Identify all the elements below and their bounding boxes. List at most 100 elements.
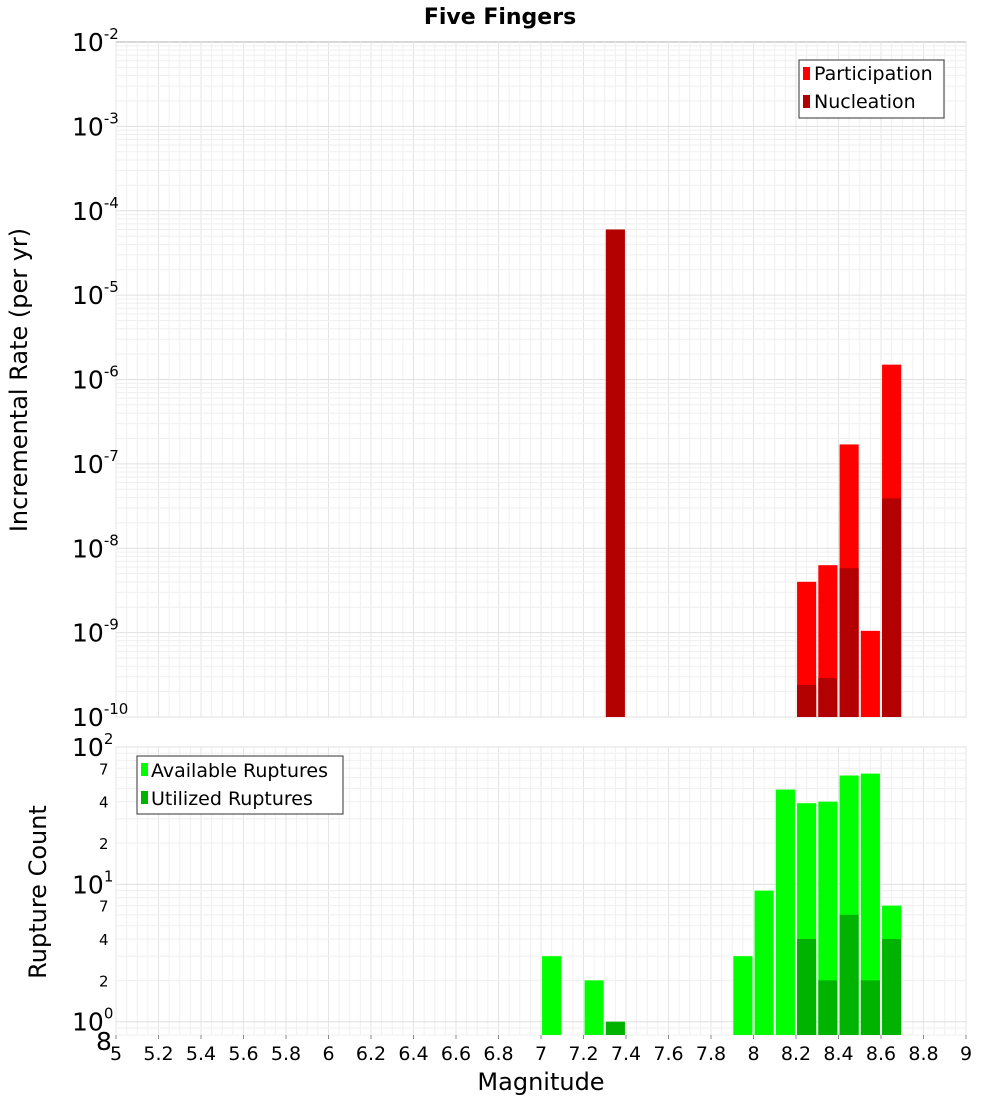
rate-y-tick-label: 10-5 [72,278,119,310]
x-tick-label: 6.6 [441,1043,471,1065]
count-y-minor-label: 2 [99,835,109,853]
count-y-tick-label: 101 [72,867,113,899]
nucleation-bar [882,498,902,717]
count-y-axis-label: Rupture Count [24,805,52,979]
rate-legend-box [798,59,945,119]
utilized-ruptures-bar [605,1021,625,1035]
rate-y-tick-base: 10 [72,112,104,141]
available-ruptures-bar [775,789,795,1035]
participation-bar [860,630,880,717]
rate-y-ticks: 10-210-310-410-510-610-710-810-910-10 [72,25,128,732]
available-ruptures-bar [584,980,604,1035]
x-tick-label: 8.6 [866,1043,896,1065]
rate-y-tick-label: 10-6 [72,363,119,395]
utilized-legend-swatch [141,791,148,804]
available-ruptures-bar [733,956,753,1035]
rate-bars [605,229,902,717]
x-tick-label: 7.4 [611,1043,641,1065]
x-tick-label: 5.8 [271,1043,301,1065]
x-tick-label: 9 [960,1043,972,1065]
x-tick-label: 7.2 [568,1043,598,1065]
rate-y-tick-label: 10-9 [72,616,119,648]
x-tick-label: 7.8 [696,1043,726,1065]
count-bars [542,773,902,1035]
count-y-minor-label: 7 [99,760,109,778]
rate-y-tick-base: 10 [72,534,104,563]
rate-y-tick-base: 10 [72,366,104,395]
nucleation-bar [605,229,625,717]
rate-y-tick-label: 10-4 [72,194,119,226]
x-tick-label: 6.4 [398,1043,428,1065]
rate-y-tick-label: 10-8 [72,531,119,563]
utilized-ruptures-bar [882,939,902,1035]
x-tick-label: 5 [110,1043,122,1065]
rate-y-tick-exp: -4 [104,194,119,212]
chart-title: Five Fingers [424,5,576,30]
utilized-ruptures-bar [860,980,880,1035]
utilized-ruptures-bar [818,980,838,1035]
rate-y-tick-base: 10 [72,281,104,310]
count-y-minor-label: 4 [99,931,109,949]
rate-y-tick-exp: -5 [104,278,119,296]
rate-y-tick-label: 10-10 [72,700,128,732]
x-tick-label: 6.2 [356,1043,386,1065]
rate-y-tick-exp: -2 [104,25,119,43]
count-y-tick-base: 10 [72,733,104,762]
rate-y-tick-base: 10 [72,28,104,57]
participation-legend-label: Participation [814,63,933,85]
rate-y-tick-base: 10 [72,703,104,732]
rate-y-tick-exp: -8 [104,531,119,549]
utilized-ruptures-bar [839,914,859,1035]
available-ruptures-bar [860,773,880,1035]
x-tick-label: 5.4 [186,1043,216,1065]
rate-y-tick-base: 10 [72,450,104,479]
rate-y-tick-exp: -9 [104,616,119,634]
count-y-tick-exp: 2 [104,730,114,748]
nucleation-bar [839,568,859,717]
participation-legend-swatch [803,67,810,80]
rate-y-tick-label: 10-3 [72,109,119,141]
participation-bar [797,581,817,717]
count-legend-box [136,755,344,815]
x-tick-label: 8.8 [908,1043,938,1065]
count-y-tick-base: 10 [72,870,104,899]
x-tick-label: 7.6 [653,1043,683,1065]
count-y-minor-label: 2 [99,972,109,990]
count-y-tick-exp: 0 [104,1005,114,1023]
rate-y-tick-base: 10 [72,619,104,648]
rate-y-tick-label: 10-2 [72,25,119,57]
available-ruptures-bar [818,801,838,1035]
x-tick-label: 8 [747,1043,759,1065]
x-tick-label: 6 [322,1043,334,1065]
count-y-minor-label: 8 [96,1027,112,1056]
count-y-tick-exp: 1 [104,867,114,885]
rate-y-axis-label: Incremental Rate (per yr) [5,228,33,532]
x-tick-label: 8.4 [823,1043,853,1065]
count-y-minor-label: 7 [99,898,109,916]
nucleation-bar [797,684,817,717]
nucleation-legend-swatch [803,95,810,108]
rate-y-tick-exp: -6 [104,363,119,381]
count-y-tick-label: 102 [72,730,113,762]
count-y-minor-label: 4 [99,794,109,812]
count-legend: Available Ruptures Utilized Ruptures [136,755,344,815]
rate-y-tick-base: 10 [72,197,104,226]
x-tick-label: 6.8 [483,1043,513,1065]
x-tick-label: 5.2 [143,1043,173,1065]
available-ruptures-bar [542,956,562,1035]
magnitude-x-ticks: 5 5.2 5.4 5.6 5.8 6 6.2 6.4 6.6 6.8 7 7.2 7.4 7.6 7.8 8… [110,1035,972,1065]
x-axis-label: Magnitude [477,1068,604,1096]
rate-grid [115,42,967,718]
available-legend-label: Available Ruptures [151,760,328,782]
rate-legend: Participation Nucleation [798,59,945,119]
rate-y-tick-exp: -3 [104,109,119,127]
available-legend-swatch [141,763,148,776]
utilized-ruptures-bar [797,939,817,1035]
x-tick-label: 8.2 [781,1043,811,1065]
x-tick-label: 5.6 [228,1043,258,1065]
nucleation-bar [818,677,838,717]
count-y-tick-base: 10 [72,1008,104,1037]
rate-y-tick-label: 10-7 [72,447,119,479]
